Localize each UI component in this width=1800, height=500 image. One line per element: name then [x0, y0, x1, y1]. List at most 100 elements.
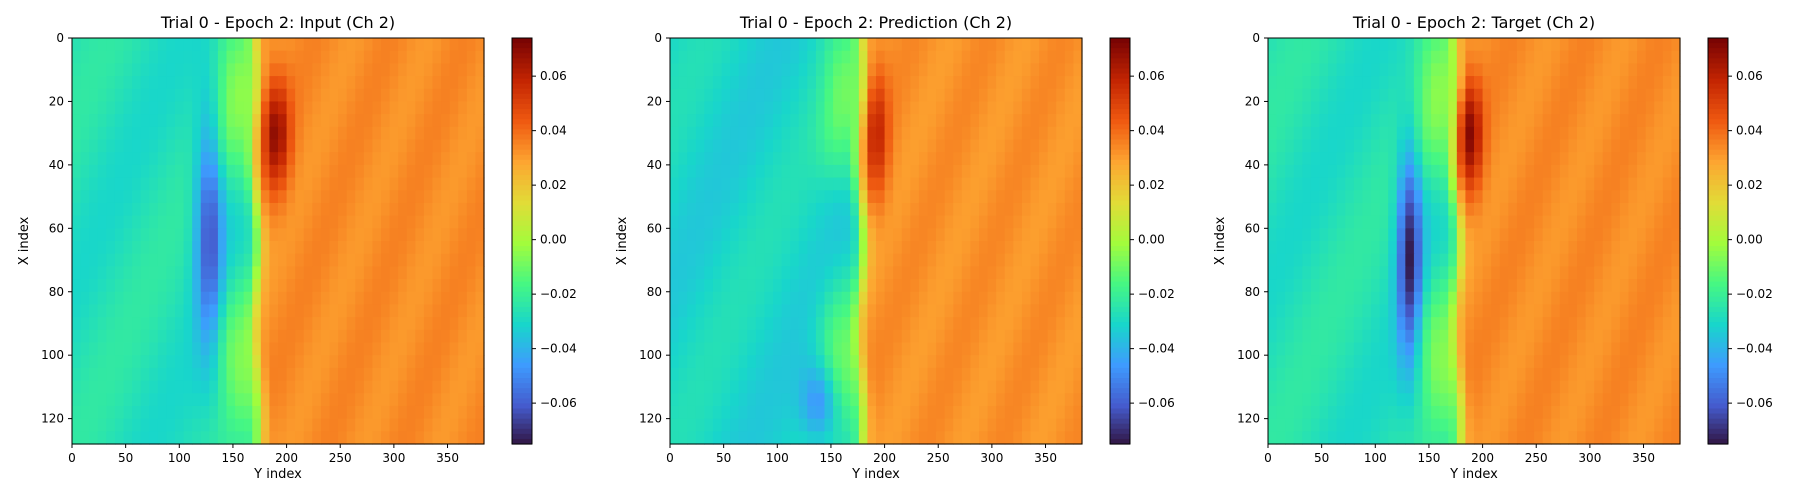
heatmap-panel-2: 0 50 100 150 200 250 300 350020406080100120Tria…: [1213, 13, 1773, 482]
heatmap-cell: [329, 253, 339, 267]
heatmap-cell: [441, 88, 451, 103]
heatmap-cell: [303, 431, 313, 445]
heatmap-cell: [970, 367, 980, 382]
heatmap-cell: [1302, 431, 1312, 445]
heatmap-cell: [979, 266, 989, 280]
heatmap-cell: [1388, 241, 1398, 255]
heatmap-cell: [755, 241, 766, 255]
heatmap-cell: [884, 139, 894, 153]
heatmap-cell: [1371, 152, 1381, 166]
heatmap-cell: [1276, 50, 1286, 64]
heatmap-cell: [1310, 304, 1321, 318]
heatmap-cell: [1439, 50, 1449, 64]
heatmap-cell: [687, 405, 697, 420]
heatmap-cell: [721, 431, 731, 445]
heatmap-cell: [1302, 405, 1312, 420]
heatmap-cell: [372, 266, 382, 280]
heatmap-cell: [996, 228, 1006, 242]
heatmap-cell: [278, 355, 288, 369]
heatmap-cell: [1396, 190, 1406, 204]
heatmap-cell: [1405, 291, 1415, 306]
heatmap-cell: [1371, 38, 1381, 52]
heatmap-cell: [1465, 241, 1475, 255]
heatmap-cell: [415, 114, 425, 128]
colorbar-tick-label: 0.06: [1138, 69, 1165, 83]
heatmap-cell: [114, 152, 125, 166]
heatmap-cell: [432, 266, 442, 280]
heatmap-cell: [721, 88, 731, 103]
heatmap-cell: [1542, 405, 1552, 420]
heatmap-cell: [695, 139, 705, 153]
y-tick-label: 100: [639, 348, 662, 362]
heatmap-cell: [1345, 253, 1355, 267]
heatmap-cell: [944, 177, 954, 191]
heatmap-cell: [1465, 228, 1475, 242]
heatmap-cell: [1422, 266, 1432, 280]
heatmap-cell: [1362, 367, 1372, 382]
heatmap-cell: [1413, 50, 1424, 64]
heatmap-cell: [1293, 114, 1303, 128]
heatmap-cell: [1064, 38, 1075, 52]
heatmap-cell: [1602, 38, 1612, 52]
heatmap-cell: [1276, 114, 1286, 128]
heatmap-cell: [815, 418, 826, 432]
heatmap-cell: [1021, 418, 1032, 432]
heatmap-cell: [278, 241, 288, 255]
heatmap-cell: [1353, 202, 1364, 217]
heatmap-cell: [893, 63, 903, 77]
heatmap-cell: [1021, 317, 1032, 331]
heatmap-cell: [1345, 317, 1355, 331]
heatmap-cell: [1456, 202, 1467, 217]
y-tick-label: 40: [647, 158, 662, 172]
heatmap-cell: [824, 329, 834, 344]
heatmap-cell: [466, 101, 477, 115]
heatmap-cell: [1499, 101, 1509, 115]
heatmap-cell: [97, 164, 107, 179]
heatmap-cell: [884, 164, 894, 179]
heatmap-cell: [1594, 279, 1604, 293]
heatmap-cell: [1319, 431, 1329, 445]
heatmap-cell: [884, 380, 894, 394]
heatmap-cell: [678, 139, 688, 153]
heatmap-cell: [466, 291, 477, 306]
heatmap-cell: [295, 76, 305, 90]
heatmap-cell: [303, 88, 313, 103]
heatmap-cell: [1285, 114, 1295, 128]
heatmap-cell: [970, 279, 980, 293]
heatmap-cell: [226, 88, 236, 103]
heatmap-cell: [415, 63, 425, 77]
heatmap-cell: [114, 291, 125, 306]
heatmap-cell: [338, 329, 348, 344]
heatmap-cell: [867, 266, 877, 280]
heatmap-cell: [80, 114, 90, 128]
heatmap-cell: [217, 202, 228, 217]
heatmap-cell: [320, 152, 331, 166]
heatmap-cell: [123, 304, 133, 318]
x-tick-label: 150: [221, 451, 244, 465]
heatmap-cell: [764, 342, 774, 356]
heatmap-cell: [927, 88, 937, 103]
heatmap-cell: [338, 253, 348, 267]
heatmap-cell: [1336, 431, 1346, 445]
heatmap-cell: [97, 253, 107, 267]
heatmap-cell: [867, 367, 877, 382]
heatmap-cell: [183, 88, 193, 103]
heatmap-cell: [687, 202, 697, 217]
heatmap-cell: [183, 152, 193, 166]
heatmap-cell: [695, 431, 705, 445]
heatmap-cell: [1310, 76, 1321, 90]
heatmap-cell: [858, 279, 869, 293]
heatmap-cell: [1448, 164, 1458, 179]
colorbar-segment: [1708, 129, 1728, 136]
heatmap-cell: [918, 228, 929, 242]
heatmap-cell: [415, 164, 425, 179]
heatmap-cell: [415, 139, 425, 153]
heatmap-cell: [961, 329, 972, 344]
heatmap-cell: [824, 152, 834, 166]
heatmap-cell: [1293, 329, 1303, 344]
heatmap-cell: [106, 367, 116, 382]
heatmap-cell: [432, 241, 442, 255]
heatmap-cell: [1396, 139, 1406, 153]
colorbar-segment: [1708, 357, 1728, 364]
heatmap-cell: [781, 367, 791, 382]
